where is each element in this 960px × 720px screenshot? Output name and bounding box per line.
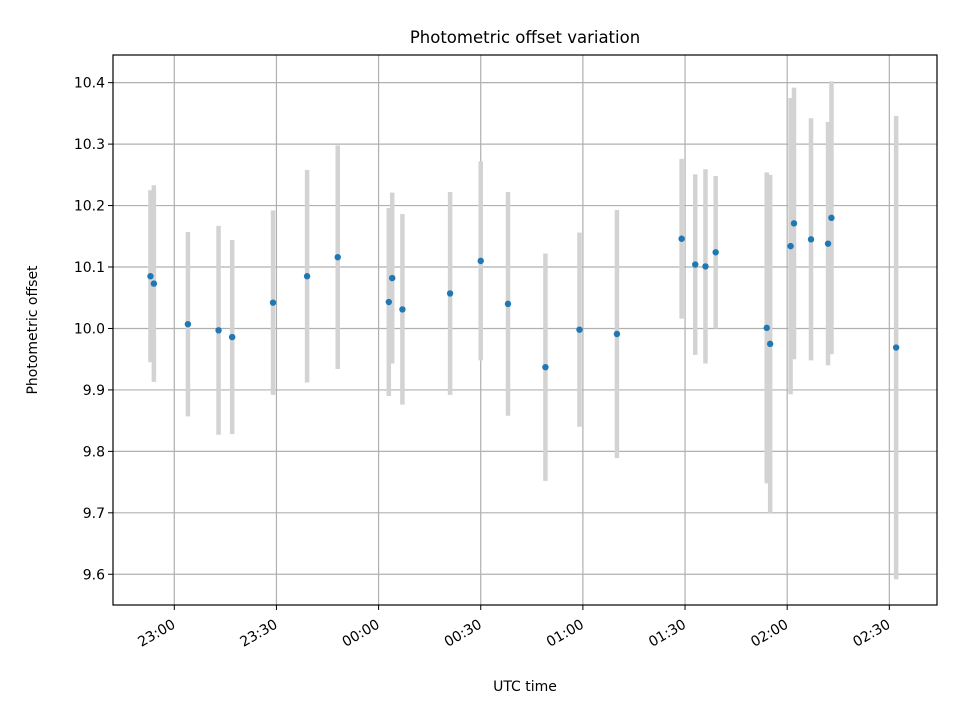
data-point [334,253,341,261]
data-points [147,214,900,371]
data-point [824,240,832,247]
data-point [504,300,512,308]
data-point [542,363,549,371]
chart-title: Photometric offset variation [410,28,640,47]
data-point [389,274,396,282]
data-point [399,306,406,313]
data-point [215,327,222,334]
y-tick-label: 9.9 [83,383,105,399]
data-point [184,320,192,328]
data-point [576,326,583,333]
data-point [303,273,311,280]
data-point [228,333,236,341]
x-axis-label: UTC time [493,679,557,695]
y-axis: 9.6 9.7 9.8 9.9 10.0 10.1 10.2 10.3 10.4 [74,76,113,583]
data-point [790,220,798,227]
y-tick-label: 9.6 [83,567,105,583]
data-point [385,298,393,306]
plot-frame [112,54,938,606]
y-tick-label: 10.1 [74,260,105,276]
y-tick-label: 10.2 [74,199,105,215]
data-point [787,242,794,250]
grid [113,55,937,605]
data-point [807,236,815,243]
y-axis-label: Photometric offset [25,265,41,395]
data-point [828,214,835,222]
y-tick-label: 10.4 [74,76,105,92]
data-point [147,273,154,280]
data-point [763,324,770,332]
y-tick-label: 9.7 [83,506,105,522]
data-point [446,290,454,297]
data-point [678,235,685,242]
data-point [712,249,719,256]
data-point [766,340,774,348]
y-tick-label: 10.3 [74,137,105,153]
data-point [613,330,621,338]
data-point [150,280,158,287]
data-point [692,261,699,268]
data-point [477,257,484,265]
data-point [892,344,900,351]
y-tick-label: 10.0 [74,321,105,337]
data-point [269,299,277,306]
data-point [702,263,709,270]
y-tick-label: 9.8 [83,444,105,460]
